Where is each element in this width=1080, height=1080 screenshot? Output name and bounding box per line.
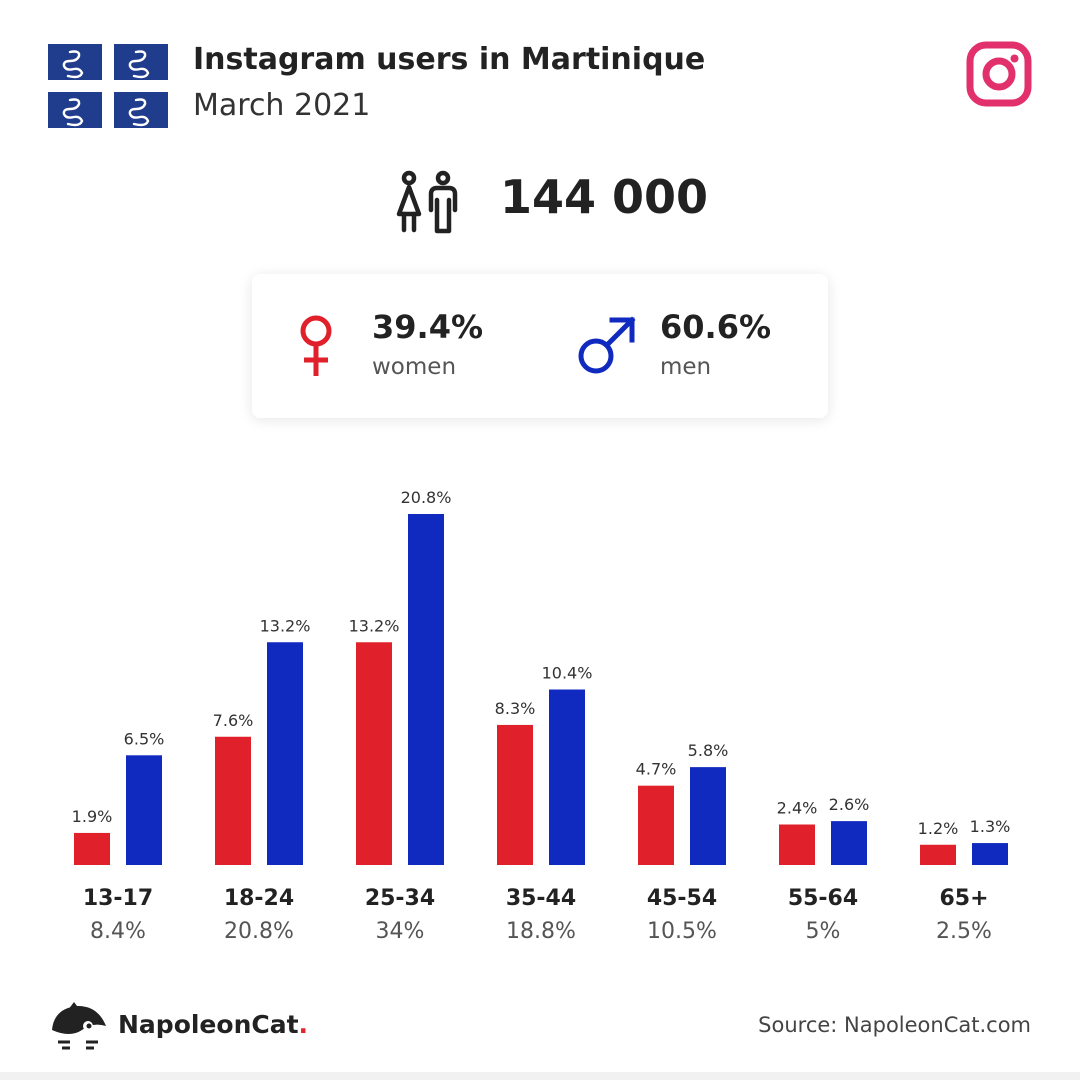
napoleoncat-logo-icon xyxy=(52,1002,106,1050)
bar-45-54-series-1 xyxy=(690,767,726,865)
total-users-value: 144 000 xyxy=(500,170,709,224)
data-label-65+-series-0: 1.2% xyxy=(918,819,959,838)
bar-35-44-series-1 xyxy=(549,689,585,865)
category-label-45-54: 45-54 xyxy=(647,886,717,911)
bar-18-24-series-0 xyxy=(215,736,251,865)
category-total-35-44: 18.8% xyxy=(506,919,576,944)
category-label-65+: 65+ xyxy=(939,886,988,911)
bar-35-44-series-0 xyxy=(497,724,533,865)
bar-18-24-series-1 xyxy=(267,642,303,865)
data-label-25-34-series-1: 20.8% xyxy=(401,488,452,507)
category-label-13-17: 13-17 xyxy=(83,886,153,911)
data-label-18-24-series-1: 13.2% xyxy=(260,616,311,635)
bottom-strip xyxy=(0,1072,1080,1080)
data-label-45-54-series-0: 4.7% xyxy=(636,760,677,779)
brand-dot: . xyxy=(298,1010,309,1039)
bar-13-17-series-0 xyxy=(74,832,110,865)
data-label-55-64-series-1: 2.6% xyxy=(829,795,870,814)
page-title: Instagram users in Martinique xyxy=(193,42,706,77)
brand-name: NapoleonCat. xyxy=(118,1010,308,1039)
page-subtitle: March 2021 xyxy=(193,88,371,123)
male-icon xyxy=(578,316,636,374)
category-label-25-34: 25-34 xyxy=(365,886,435,911)
bar-65+-series-0 xyxy=(920,844,956,865)
age-distribution-chart: 1.9% 6.5% 13-17 8.4% 7.6% 13.2% 18-24 20.8% 13.2… xyxy=(72,488,1011,944)
data-label-45-54-series-1: 5.8% xyxy=(688,741,729,760)
bar-55-64-series-0 xyxy=(779,824,815,865)
bar-65+-series-1 xyxy=(972,843,1008,865)
bar-45-54-series-0 xyxy=(638,785,674,865)
bar-55-64-series-1 xyxy=(831,821,867,865)
category-label-35-44: 35-44 xyxy=(506,886,576,911)
data-label-13-17-series-0: 1.9% xyxy=(72,807,113,826)
category-total-25-34: 34% xyxy=(376,919,425,944)
people-icon xyxy=(396,170,458,234)
data-label-35-44-series-0: 8.3% xyxy=(495,699,536,718)
category-total-13-17: 8.4% xyxy=(90,919,146,944)
female-icon xyxy=(300,315,332,376)
category-total-55-64: 5% xyxy=(806,919,841,944)
bar-25-34-series-1 xyxy=(408,514,444,865)
bar-25-34-series-0 xyxy=(356,642,392,865)
category-total-45-54: 10.5% xyxy=(647,919,717,944)
women-label: women xyxy=(372,354,457,380)
data-label-18-24-series-0: 7.6% xyxy=(213,711,254,730)
category-label-18-24: 18-24 xyxy=(224,886,294,911)
category-total-18-24: 20.8% xyxy=(224,919,294,944)
bar-13-17-series-1 xyxy=(126,755,162,865)
category-total-65+: 2.5% xyxy=(936,919,992,944)
brand-name-text: NapoleonCat xyxy=(118,1010,299,1039)
martinique-flag-icon xyxy=(48,44,168,128)
data-label-25-34-series-0: 13.2% xyxy=(349,616,400,635)
gender-split-card: 39.4% women 60.6% men xyxy=(252,274,828,418)
instagram-icon xyxy=(966,41,1032,107)
data-label-55-64-series-0: 2.4% xyxy=(777,799,818,818)
men-percent: 60.6% xyxy=(660,308,772,346)
data-label-13-17-series-1: 6.5% xyxy=(124,729,165,748)
women-percent: 39.4% xyxy=(372,308,484,346)
data-label-65+-series-1: 1.3% xyxy=(970,817,1011,836)
men-label: men xyxy=(660,354,712,380)
source-text: Source: NapoleonCat.com xyxy=(758,1013,1031,1037)
category-label-55-64: 55-64 xyxy=(788,886,858,911)
data-label-35-44-series-1: 10.4% xyxy=(542,664,593,683)
